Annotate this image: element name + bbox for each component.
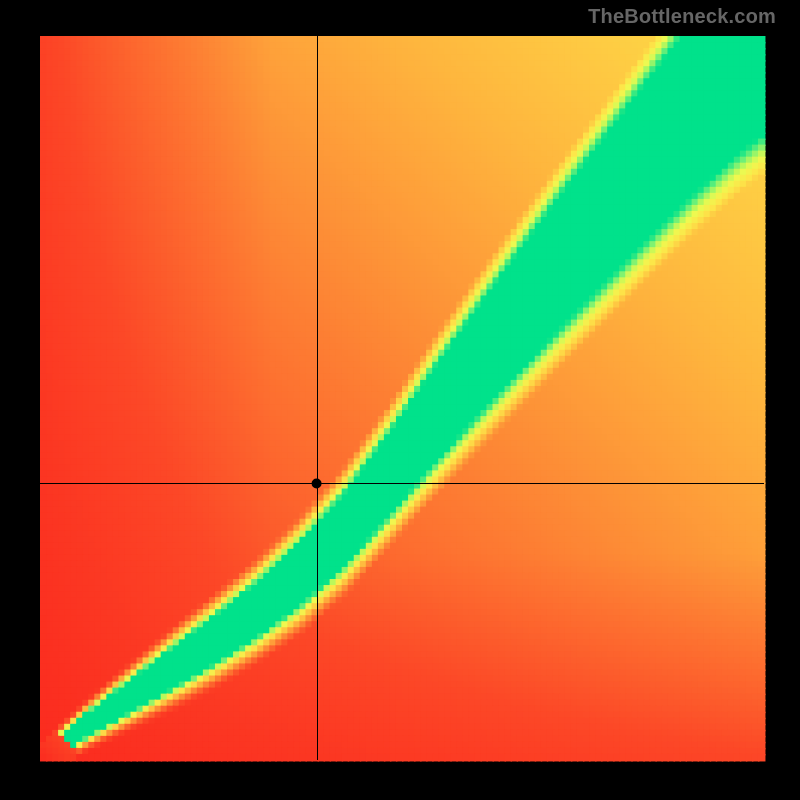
bottleneck-heatmap — [0, 0, 800, 800]
watermark-text: TheBottleneck.com — [588, 6, 776, 29]
